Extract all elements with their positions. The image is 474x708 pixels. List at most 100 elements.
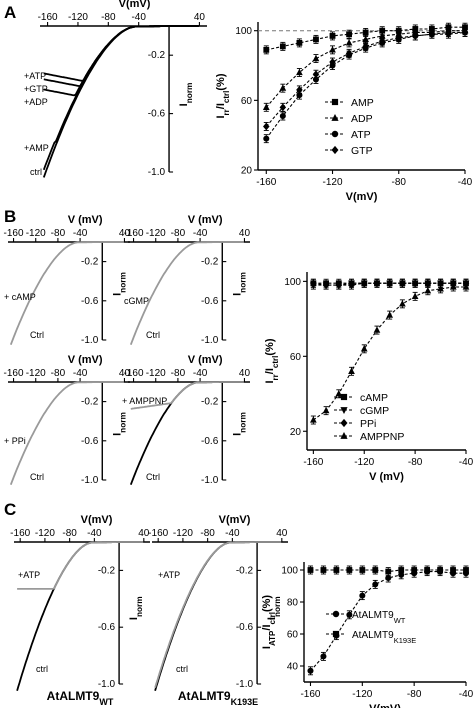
data-point [348,367,355,374]
data-point [263,135,270,142]
trace-annotation: + PPi [4,436,26,446]
trace-y-tick-label: -0.6 [201,436,219,447]
chart-y-label: Irr/Ictrl(%) [264,338,280,383]
trace-annotation: +ATP [158,570,180,580]
trace-x-tick-label: -160 [4,228,24,239]
data-point [445,30,452,39]
panel-label-b: B [4,207,16,226]
trace-y-label: Inorm [111,272,127,296]
series-ppi [310,278,470,290]
data-point [296,39,303,46]
summary-chart-b: -160 -120 -80 -40 20 60 100 V (mV) Irr/Ictrl(%) c… [264,272,474,483]
legend-label: PPi [360,418,376,430]
series-atalmt9k193e [307,565,469,577]
legend-label: cAMP [360,392,388,404]
legend-entry: ADP [325,113,373,125]
trace-x-tick-label: -160 [4,368,24,379]
trace-y-tick-label: -1.0 [81,475,99,486]
trace-x-tick-label: 40 [276,528,288,539]
data-point [461,28,469,37]
chart-y-tick-label: 60 [290,352,302,363]
trace-annotation: + cAMP [4,292,36,302]
chart-x-tick-label: -160 [300,689,320,700]
chart-x-tick-label: -80 [408,457,423,468]
data-point [345,39,353,46]
trace-y-label: Inorm [128,596,144,620]
chart-x-tick-label: -80 [407,689,422,700]
trace-x-tick-label: -40 [73,368,88,379]
trace-y-tick-label: -0.2 [81,257,99,268]
trace-annotation: +ADP [24,97,48,107]
trace-annotation: Ctrl [30,330,44,340]
trace-x-label: V(mV) [81,514,113,526]
trace-y-tick-label: -0.2 [201,397,219,408]
trace-curve-ctrl [129,241,244,346]
trace-y-label: Inorm [266,596,282,620]
trace-panel-b2: -160 -120 -80 -40 40 -0.2 -0.6 -1.0 V (mV) Inorm +… [4,354,131,486]
trace-y-tick-label: -1.0 [98,679,116,690]
trace-x-tick-label: -120 [26,228,46,239]
data-point [424,567,431,573]
trace-y-label: Inorm [111,412,127,436]
data-point [307,567,314,573]
chart-y-label: IATP/Ictrl(%) [261,595,277,649]
trace-x-tick-label: -120 [26,368,46,379]
summary-chart-c: -160 -120 -80 -40 40 60 80 100 V(mV) IATP/Ictrl(%… [261,562,474,708]
data-point [359,592,366,599]
data-point [296,68,303,76]
trace-annotation: +ATP [24,71,46,81]
series-line [310,571,466,672]
trace-x-tick-label: -120 [173,528,193,539]
data-point [320,653,327,660]
data-point [320,567,327,573]
data-point [307,667,314,674]
chart-y-tick-label: 60 [287,630,299,641]
data-point [312,54,320,62]
trace-annotation: +ATP [18,570,40,580]
trace-annotation: +AMP [24,143,49,153]
data-point [263,122,270,131]
trace-x-tick-label: -160 [148,528,168,539]
data-point [362,29,369,36]
series-atalmt9wt [307,567,470,676]
trace-annotation: ctrl [30,167,42,177]
chart-x-tick-label: -40 [458,177,473,188]
data-point [279,43,286,50]
data-point [335,390,343,397]
trace-panel-c1: -160 -120 -80 -40 40 -0.2 -0.6 -1.0 V(mV) Inorm +A… [148,514,288,692]
chart-y-tick-label: 60 [241,96,253,107]
data-point [312,70,320,79]
trace-x-tick-label: 40 [239,228,251,239]
trace-panel-b3: -160 -120 -80 -40 40 -0.2 -0.6 -1.0 V (mV) Inorm +… [122,354,250,486]
trace-y-tick-label: -1.0 [236,679,254,690]
data-point [399,300,406,307]
data-point [362,42,369,51]
data-point [329,33,336,39]
trace-x-label: V (mV) [188,214,223,226]
trace-curve-atp [17,541,144,590]
data-point [360,345,368,352]
trace-x-tick-label: -40 [193,228,208,239]
data-point [345,49,353,58]
trace-x-tick-label: -160 [10,528,30,539]
data-point [329,58,336,66]
legend-label: AtALMT9WT [352,610,406,625]
trace-x-tick-label: -40 [131,12,146,23]
data-point [322,406,330,414]
legend-entry: AMPPNP [334,431,404,443]
trace-annotation: Ctrl [146,330,160,340]
legend-entry: cAMP [334,392,388,404]
trace-x-tick-label: -40 [225,528,240,539]
trace-x-tick-label: 40 [239,368,251,379]
chart-y-tick-label: 100 [281,566,298,577]
trace-x-tick-label: -80 [62,528,77,539]
chart-x-tick-label: -40 [459,689,474,700]
trace-x-tick-label: -40 [73,228,88,239]
data-point [373,279,381,288]
trace-x-tick-label: -160 [124,228,144,239]
legend-entry: AtALMT9K193E [326,630,416,645]
trace-y-tick-label: -0.2 [148,50,166,61]
data-point [385,574,392,582]
trace-x-label: V (mV) [68,214,103,226]
trace-annotation: +GTP [24,84,48,94]
